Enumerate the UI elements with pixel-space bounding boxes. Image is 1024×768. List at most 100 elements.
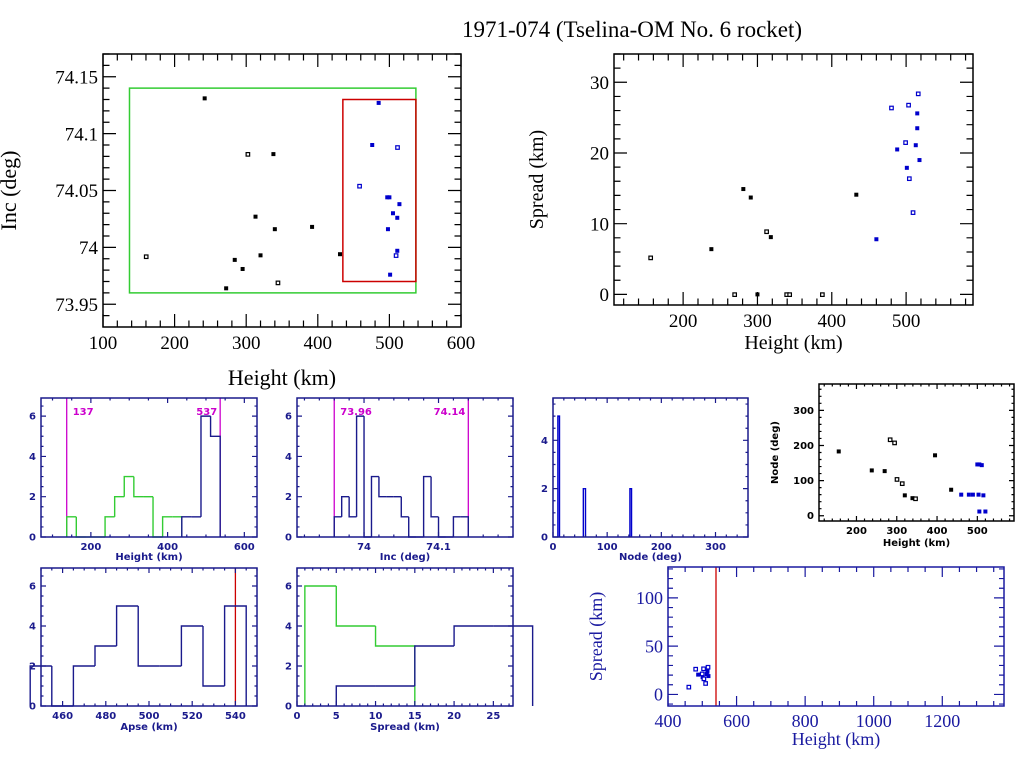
y-tick-label: 2 <box>29 492 36 503</box>
data-point <box>376 100 381 105</box>
x-tick-label: 15 <box>408 711 422 722</box>
x-tick-label: 800 <box>792 711 819 731</box>
x-tick-label: 400 <box>927 526 948 537</box>
y-axis-ticks <box>819 388 1014 517</box>
x-tick-label: 200 <box>846 526 867 537</box>
x-tick-label: 300 <box>232 333 261 354</box>
histogram-bin <box>115 605 139 646</box>
data-point <box>310 224 315 229</box>
plot-frame <box>552 397 749 538</box>
data-point-open <box>648 255 654 261</box>
data-point <box>959 492 964 497</box>
data-point-open <box>892 440 897 446</box>
data-point <box>977 509 982 514</box>
chart-panel: 400 600 800 1000 1200 0 50 100 Height (km) Spread… <box>586 566 1005 750</box>
x-tick-label: 74 <box>357 542 371 553</box>
y-tick-label: 2 <box>285 492 292 503</box>
data-point <box>902 493 907 498</box>
histogram-bin <box>72 665 95 706</box>
data-point-open <box>393 253 399 258</box>
y-tick-label: 74.1 <box>65 124 98 145</box>
x-tick-label: 480 <box>95 711 116 722</box>
data-point-open <box>705 664 711 670</box>
data-point <box>933 453 938 458</box>
x-axis-label: Height (km) <box>744 332 842 354</box>
data-point <box>874 237 879 242</box>
plot-frame <box>296 397 514 538</box>
data-point <box>975 462 980 467</box>
histogram-bin <box>172 516 183 537</box>
y-axis-label: Spread (km) <box>586 592 607 681</box>
x-axis-ticks <box>667 567 995 706</box>
y-tick-label: 4 <box>285 622 292 633</box>
data-point <box>904 165 909 170</box>
selection-box <box>342 98 417 283</box>
x-tick-label: 300 <box>886 526 907 537</box>
histogram-bin <box>460 516 470 537</box>
histogram-bin <box>430 476 439 518</box>
y-tick-label: 10 <box>590 214 609 235</box>
y-tick-label: 0 <box>29 533 36 544</box>
reference-line-label: 74.14 <box>434 407 466 418</box>
x-tick-label: 0 <box>550 542 557 553</box>
y-tick-label: 2 <box>541 484 548 495</box>
y-axis-ticks <box>553 403 748 538</box>
histogram-bin <box>209 416 221 537</box>
y-tick-label: 0 <box>654 685 663 705</box>
data-point <box>232 257 237 262</box>
data-point <box>741 187 746 192</box>
data-point-open <box>357 183 362 189</box>
y-tick-label: 20 <box>590 144 609 165</box>
data-point-open <box>889 105 894 111</box>
y-axis-ticks <box>297 405 513 538</box>
y-tick-label: 100 <box>793 476 814 487</box>
x-axis-label: Apse (km) <box>120 722 177 733</box>
x-axis-ticks <box>296 568 510 706</box>
histogram-bin <box>202 626 225 687</box>
y-tick-label: 30 <box>590 73 609 94</box>
histogram-bin <box>422 475 432 537</box>
histogram-bin <box>223 605 247 706</box>
x-tick-label: 100 <box>597 542 618 553</box>
x-tick-label: 20 <box>447 711 461 722</box>
y-tick-label: 50 <box>645 636 663 656</box>
plot-frame <box>613 53 974 306</box>
reference-line-label: 137 <box>73 407 94 418</box>
plot-frame <box>667 566 1005 707</box>
figure-title: 1971-074 (Tselina-OM No. 6 rocket) <box>462 17 802 42</box>
data-point <box>949 487 954 492</box>
x-axis-ticks <box>102 54 462 327</box>
y-tick-label: 0 <box>285 702 292 713</box>
histogram-bin <box>161 516 173 537</box>
x-tick-label: 600 <box>723 711 750 731</box>
histogram-bin <box>355 415 365 517</box>
data-point <box>395 215 400 220</box>
data-point <box>705 667 710 672</box>
y-tick-label: 74.05 <box>55 181 98 202</box>
data-point-open <box>913 496 918 502</box>
y-tick-label: 4 <box>29 452 36 463</box>
data-point <box>390 211 395 216</box>
x-tick-label: 500 <box>967 526 988 537</box>
y-axis-ticks <box>103 53 461 317</box>
histogram-bin <box>304 585 337 706</box>
y-tick-label: 0 <box>600 285 610 306</box>
x-tick-label: 100 <box>89 333 118 354</box>
y-tick-label: 0 <box>807 511 814 522</box>
data-point <box>917 158 922 163</box>
chart-panel: 0 100 200 300 0 2 4 Node (deg) <box>541 397 749 563</box>
data-point <box>970 492 975 497</box>
y-tick-label: 4 <box>285 452 292 463</box>
y-axis-ticks <box>614 53 973 295</box>
histogram-bin <box>493 625 534 706</box>
data-point <box>385 195 390 200</box>
data-point-open <box>703 681 708 686</box>
histogram-bin <box>370 475 379 537</box>
histogram-bin <box>374 626 416 706</box>
y-axis-ticks <box>668 568 1004 705</box>
x-axis-ticks <box>40 568 258 706</box>
data-point-open <box>275 280 281 286</box>
chart-panel: 100 200 300 400 500 600 73.95 74 74.05 74.1 74.15 H… <box>0 53 475 390</box>
y-tick-label: 200 <box>793 441 814 452</box>
data-point <box>854 192 859 197</box>
